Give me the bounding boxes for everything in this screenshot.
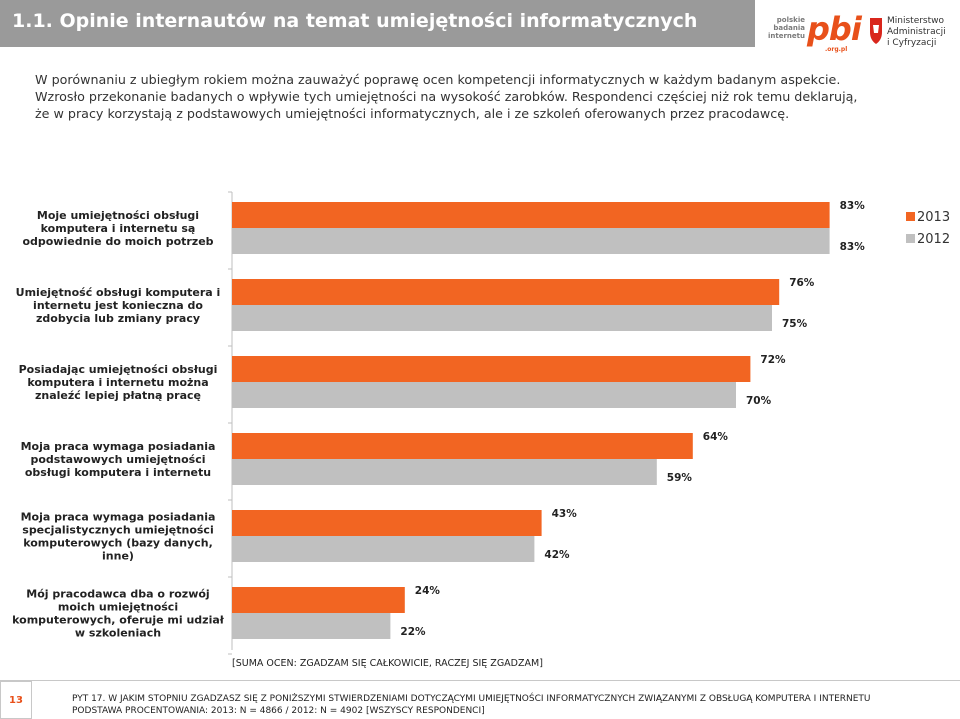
- bar-2012: [232, 613, 391, 639]
- legend-swatch-2012: [906, 234, 915, 243]
- bar-2012: [232, 536, 535, 562]
- data-label-2012: 83%: [840, 241, 866, 253]
- data-label-2013: 43%: [552, 508, 578, 520]
- legend-label-2012: 2012: [917, 232, 950, 247]
- category-label-line: Mój pracodawca dba o rozwój: [26, 588, 209, 601]
- title-bar: 1.1. Opinie internautów na temat umiejęt…: [0, 0, 755, 47]
- intro-line-2: Wzrosło przekonanie badanych o wpływie t…: [35, 89, 858, 104]
- data-label-2013: 76%: [789, 277, 815, 289]
- data-label-2013: 72%: [760, 354, 786, 366]
- category-label: Posiadając umiejętności obsługi komputera…: [19, 363, 218, 402]
- footer-divider: [0, 680, 960, 681]
- data-label-2012: 70%: [746, 395, 772, 407]
- legend-swatch-2013: [906, 212, 915, 221]
- bar-2012: [232, 305, 772, 331]
- category-label-line: Umiejętność obsługi komputera i: [16, 286, 221, 299]
- category-label-line: komputera i internetu można: [27, 376, 208, 389]
- footer-question: PYT 17. W JAKIM STOPNIU ZGADZASZ SIĘ Z P…: [72, 694, 871, 704]
- ministry-logo-text: Ministerstwo Administracji i Cyfryzacji: [887, 16, 946, 48]
- pbi-logo-text: polskie badania internetu: [768, 16, 805, 40]
- category-label-line: specjalistycznych umiejętności: [22, 524, 213, 537]
- bar-chart: Moje umiejętności obsługi komputera i int…: [12, 191, 950, 655]
- category-label-line: Moje umiejętności obsługi: [37, 209, 199, 222]
- bar-2013: [232, 202, 830, 228]
- category-label-line: w szkoleniach: [75, 627, 161, 640]
- page-title: 1.1. Opinie internautów na temat umiejęt…: [12, 10, 698, 32]
- category-label-line: Moja praca wymaga posiadania: [21, 440, 216, 453]
- category-label-line: Moja praca wymaga posiadania: [21, 511, 216, 524]
- legend-label-2013: 2013: [917, 210, 950, 225]
- pbi-logo-mark: pbi: [807, 10, 862, 48]
- footer-base: PODSTAWA PROCENTOWANIA: 2013: N = 4866 /…: [72, 706, 485, 716]
- category-label-line: zdobycia lub zmiany pracy: [36, 312, 200, 325]
- category-label-line: moich umiejętności: [58, 601, 178, 614]
- category-label-line: komputera i internetu są: [41, 222, 196, 235]
- ministry-logo: Ministerstwo Administracji i Cyfryzacji: [868, 14, 958, 50]
- category-label-line: Posiadając umiejętności obsługi: [19, 363, 218, 376]
- intro-line-3: że w pracy korzystają z podstawowych umi…: [35, 106, 790, 121]
- footer-text: PYT 17. W JAKIM STOPNIU ZGADZASZ SIĘ Z P…: [72, 693, 871, 717]
- data-label-2012: 59%: [667, 472, 693, 484]
- category-label-line: komputerowych (bazy danych,: [23, 537, 213, 550]
- data-label-2013: 64%: [703, 431, 729, 443]
- intro-line-1: W porównaniu z ubiegłym rokiem można zau…: [35, 72, 841, 87]
- category-label-line: znaleźć lepiej płatną pracę: [35, 389, 201, 402]
- bar-2013: [232, 279, 780, 305]
- bar-2012: [232, 459, 657, 485]
- category-label: Moja praca wymaga posiadania podstawowych…: [21, 440, 216, 479]
- category-label-line: inne): [102, 550, 134, 563]
- category-label-line: podstawowych umiejętności: [30, 453, 205, 466]
- logos: polskie badania internetu pbi .org.pl Mi…: [760, 2, 960, 53]
- pbi-logo-domain: .org.pl: [825, 46, 848, 53]
- category-label: Moje umiejętności obsługi komputera i int…: [22, 209, 213, 248]
- category-label-line: obsługi komputera i internetu: [25, 466, 211, 479]
- bar-2012: [232, 228, 830, 254]
- data-label-2012: 75%: [782, 318, 808, 330]
- category-label: Moja praca wymaga posiadania specjalistyc…: [21, 511, 216, 563]
- bar-2013: [232, 356, 751, 382]
- intro-text: W porównaniu z ubiegłym rokiem można zau…: [35, 71, 935, 122]
- chart-note: [SUMA OCEN: ZGADZAM SIĘ CAŁKOWICIE, RACZ…: [232, 658, 543, 669]
- category-label-line: komputerowych, oferuje mi udział: [12, 614, 225, 627]
- pbi-logo: polskie badania internetu pbi .org.pl: [765, 10, 862, 53]
- data-label-2013: 24%: [415, 585, 441, 597]
- category-label: Mój pracodawca dba o rozwój moich umiejęt…: [12, 588, 225, 640]
- category-label: Umiejętność obsługi komputera i internetu…: [16, 286, 221, 325]
- data-label-2013: 83%: [840, 200, 866, 212]
- bar-2012: [232, 382, 736, 408]
- header: 1.1. Opinie internautów na temat umiejęt…: [0, 0, 960, 54]
- page-number: 13: [0, 681, 32, 719]
- bar-2013: [232, 587, 405, 613]
- crest-icon: [868, 16, 884, 46]
- data-label-2012: 42%: [544, 549, 570, 561]
- category-label-line: internetu jest konieczna do: [33, 299, 203, 312]
- data-label-2012: 22%: [400, 626, 426, 638]
- bar-2013: [232, 433, 693, 459]
- bar-2013: [232, 510, 542, 536]
- category-label-line: odpowiednie do moich potrzeb: [22, 235, 213, 248]
